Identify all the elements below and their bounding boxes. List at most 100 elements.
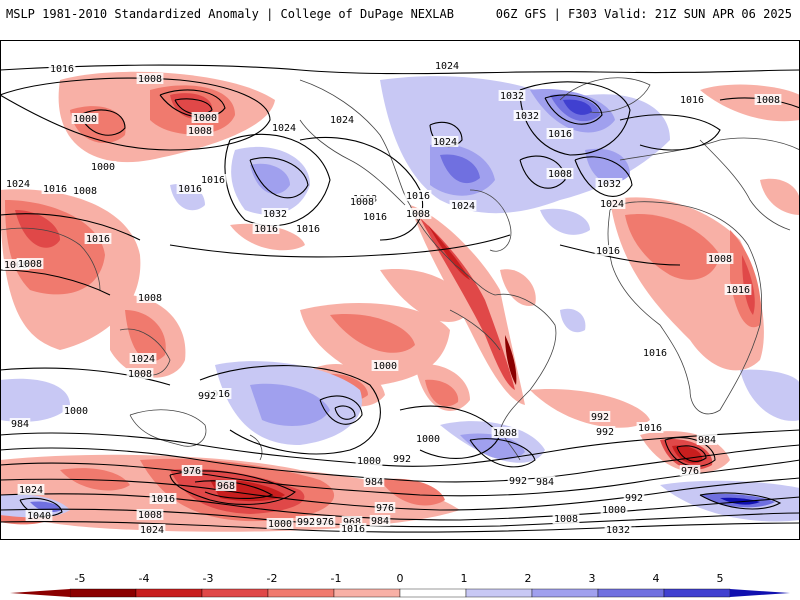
isobar-contours [0, 64, 800, 533]
isobar-label-bg [261, 208, 289, 219]
isobar-label: 1016 [680, 95, 704, 106]
isobar-label: 1000 [373, 361, 397, 372]
isobar-label: 1032 [597, 179, 621, 190]
anomaly-shading [0, 71, 800, 532]
anomaly-area [0, 378, 70, 422]
isobar-label-bg [404, 208, 432, 219]
coastline [449, 309, 501, 351]
colorbar-tick-label: -3 [203, 572, 214, 585]
isobar-label: 1008 [554, 514, 578, 525]
isobar-label-bg [604, 524, 632, 535]
isobar-label: 1024 [600, 199, 624, 210]
isobar-label: 1024 [330, 115, 354, 126]
isobar-label-bg [355, 455, 383, 466]
isobar-label-bg [126, 368, 154, 379]
isobar-label-bg [534, 476, 556, 487]
isobar-label-bg [636, 422, 664, 433]
isobar-label: 968 [217, 481, 235, 492]
isobar-line [299, 136, 424, 241]
colorbar-segment [465, 588, 533, 598]
isobar-label-bg [433, 60, 461, 71]
anomaly-area [380, 478, 445, 506]
isobar-label: 1000 [73, 114, 97, 125]
isobar-label: 968 [343, 517, 361, 528]
anomaly-area [505, 335, 517, 385]
isobar-label-bg [371, 360, 399, 371]
isobar-label: 1016 [178, 184, 202, 195]
coastline [299, 79, 557, 431]
anomaly-area [560, 308, 586, 333]
coastline [607, 201, 763, 415]
isobar-label: 1016 [206, 389, 230, 400]
anomaly-area [500, 269, 536, 306]
isobar-line [664, 437, 716, 467]
isobar-label-bg [136, 509, 164, 520]
isobar-label: 984 [11, 419, 29, 430]
isobar-line [0, 269, 111, 296]
isobar-label-bg [754, 94, 782, 105]
colorbar-segment [135, 588, 203, 598]
isobar-label-bg [48, 63, 76, 74]
colorbar-tick-label: -5 [75, 572, 86, 585]
isobar-label-bg [129, 353, 157, 364]
isobar-line [334, 405, 356, 420]
isobar-label: 1024 [131, 354, 155, 365]
isobar-label-bg [191, 112, 219, 123]
coastline [249, 434, 263, 461]
isobar-line [224, 133, 331, 227]
isobar-label: 1008 [756, 95, 780, 106]
anomaly-area [380, 269, 470, 322]
isobar-label: 984 [371, 516, 389, 527]
isobar-label: 1000 [416, 434, 440, 445]
isobar-label-bg [498, 90, 526, 101]
isobar-label: 1016 [596, 246, 620, 257]
isobar-label-bg [595, 178, 623, 189]
colorbar-tick-label: 1 [461, 572, 468, 585]
isobar-label: 1000 [268, 519, 292, 530]
isobar-line [519, 155, 566, 189]
isobar-label: 992 [591, 412, 609, 423]
anomaly-area [250, 163, 290, 194]
isobar-label: 1032 [515, 111, 539, 122]
isobar-label: 1024 [451, 201, 475, 212]
isobar-label-bg [294, 223, 322, 234]
isobar-label: 1016 [43, 184, 67, 195]
colorbar-tick-label: -4 [139, 572, 150, 585]
isobar-label-bg [138, 524, 166, 535]
isobar-label-bg [328, 114, 356, 125]
isobar-label: 992 [198, 391, 216, 402]
colorbar-tick-label: 3 [589, 572, 596, 585]
isobar-label: 1016 [643, 348, 667, 359]
coastline [559, 77, 651, 113]
isobar-label-bg [62, 405, 90, 416]
anomaly-area [330, 314, 415, 353]
anomaly-area [740, 369, 800, 421]
isobar-label: 1008 [4, 260, 28, 271]
isobar-label-bg [89, 161, 117, 172]
isobar-label: 1016 [638, 423, 662, 434]
isobar-label-bg [348, 196, 376, 207]
anomaly-area [428, 225, 470, 280]
isobar-label: 1024 [140, 525, 164, 536]
colorbar-segment [663, 588, 731, 598]
isobar-label-bg [199, 174, 227, 185]
isobar-label-bg [181, 465, 203, 476]
anomaly-map[interactable]: 1016 1008 1000 1000 1008 1024 1024 1032 1024 1032… [0, 40, 800, 540]
colorbar-segment [597, 588, 665, 598]
isobar-label-bg [678, 94, 706, 105]
map-panel[interactable]: 1016 1008 1000 1000 1008 1024 1024 1032 1024 1032… [0, 40, 800, 540]
isobar-label: 1008 [18, 259, 42, 270]
isobar-label: 984 [365, 477, 383, 488]
anomaly-area [60, 468, 130, 491]
isobar-label-bg [600, 504, 628, 515]
isobar-label: 1000 [91, 162, 115, 173]
isobar-label: 1016 [296, 224, 320, 235]
isobar-label-bg [404, 190, 432, 201]
isobar-label: 1008 [128, 369, 152, 380]
isobar-line [174, 98, 213, 115]
isobar-label-bg [215, 480, 237, 491]
isobar-line [249, 157, 309, 199]
isobar-label-bg [594, 426, 616, 437]
isobar-label-bg [252, 223, 280, 234]
anomaly-area [700, 84, 800, 122]
